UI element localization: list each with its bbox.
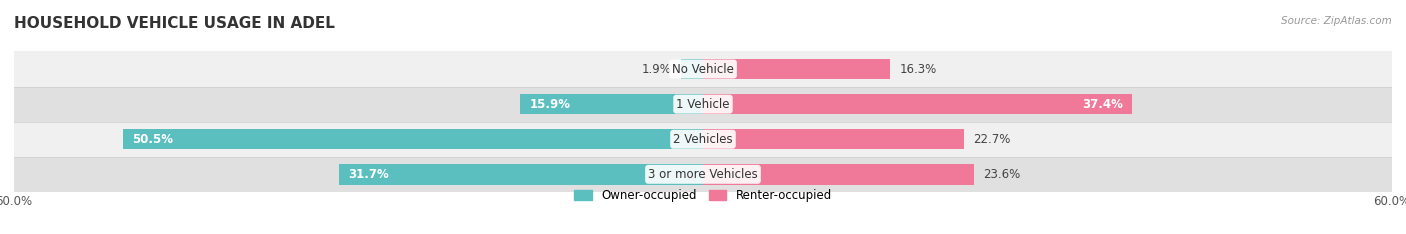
Legend: Owner-occupied, Renter-occupied: Owner-occupied, Renter-occupied (569, 185, 837, 207)
Bar (703, 164, 974, 185)
Text: 23.6%: 23.6% (983, 168, 1021, 181)
Text: 2 Vehicles: 2 Vehicles (673, 133, 733, 146)
Text: 15.9%: 15.9% (530, 98, 571, 111)
Text: 16.3%: 16.3% (900, 62, 936, 76)
Text: 3 or more Vehicles: 3 or more Vehicles (648, 168, 758, 181)
Bar (14, 51, 1392, 87)
Text: 22.7%: 22.7% (973, 133, 1010, 146)
Bar (520, 94, 703, 114)
Text: Source: ZipAtlas.com: Source: ZipAtlas.com (1281, 16, 1392, 26)
Bar (14, 157, 1392, 192)
Bar (339, 164, 703, 185)
Text: 31.7%: 31.7% (349, 168, 389, 181)
Bar (14, 122, 1392, 157)
Bar (14, 87, 1392, 122)
Bar (703, 129, 963, 150)
Text: 37.4%: 37.4% (1083, 98, 1123, 111)
Text: 50.5%: 50.5% (132, 133, 173, 146)
Text: 1.9%: 1.9% (643, 62, 672, 76)
Text: 1 Vehicle: 1 Vehicle (676, 98, 730, 111)
Bar (124, 129, 703, 150)
Text: HOUSEHOLD VEHICLE USAGE IN ADEL: HOUSEHOLD VEHICLE USAGE IN ADEL (14, 16, 335, 31)
Bar (703, 94, 1132, 114)
Text: No Vehicle: No Vehicle (672, 62, 734, 76)
Bar (681, 59, 703, 79)
Bar (703, 59, 890, 79)
